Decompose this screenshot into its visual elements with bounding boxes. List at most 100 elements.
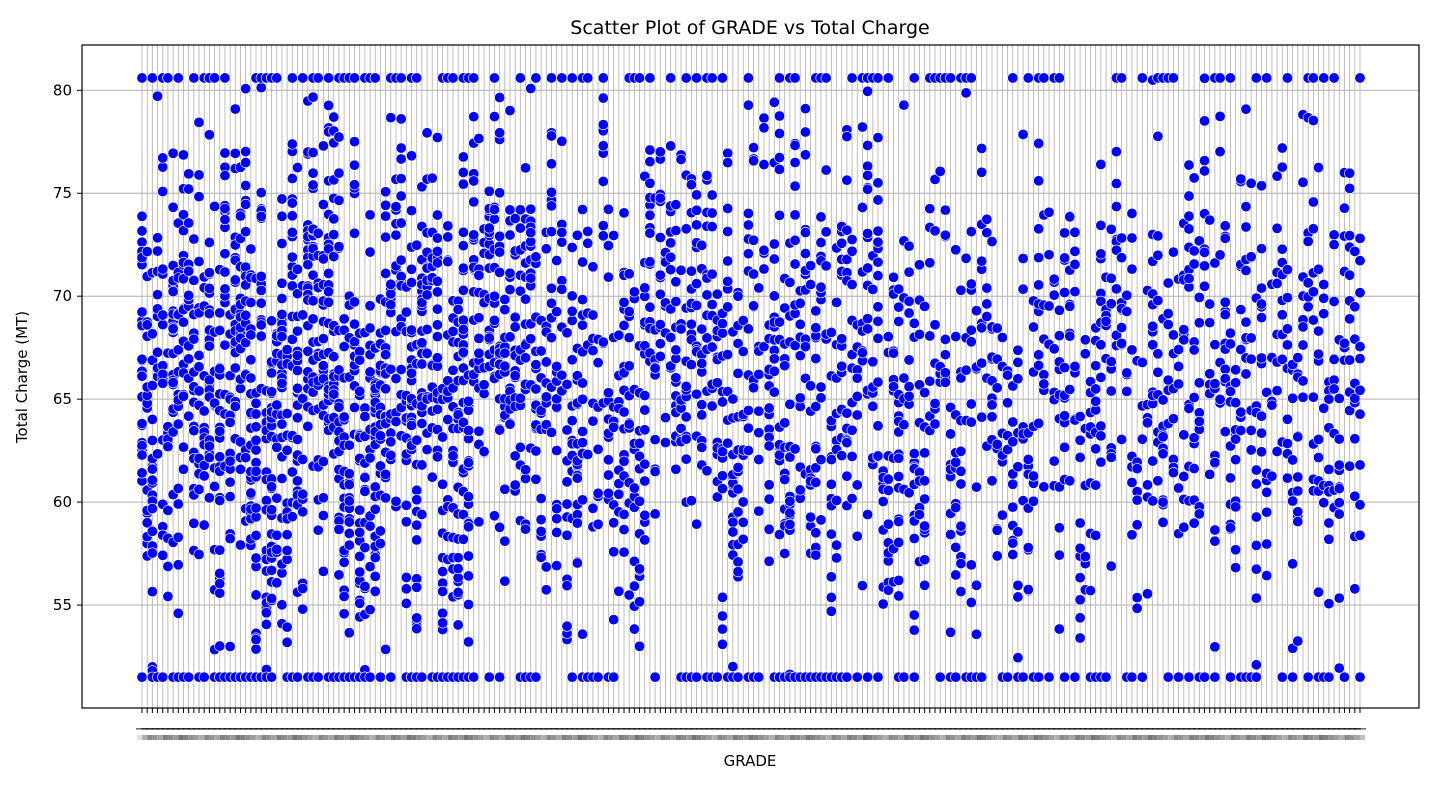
data-point <box>1116 72 1128 84</box>
data-point <box>266 671 278 683</box>
data-point <box>1323 463 1335 475</box>
data-point <box>1224 338 1236 350</box>
data-point <box>1250 539 1262 551</box>
data-point <box>597 119 609 131</box>
data-point <box>768 365 780 377</box>
data-point <box>359 411 371 423</box>
data-point <box>1064 330 1076 342</box>
data-point <box>639 534 651 546</box>
data-point <box>488 72 500 84</box>
data-point <box>250 444 262 456</box>
data-point <box>1276 671 1288 683</box>
data-point <box>1095 420 1107 432</box>
data-point <box>193 256 205 268</box>
data-point <box>411 623 423 635</box>
data-point <box>152 346 164 358</box>
data-point <box>685 318 697 330</box>
data-point <box>291 349 303 361</box>
data-point <box>618 508 630 520</box>
data-point <box>1167 72 1179 84</box>
data-point <box>742 422 754 434</box>
data-point <box>732 290 744 302</box>
data-point <box>214 578 226 590</box>
data-point <box>955 284 967 296</box>
data-point <box>437 607 449 619</box>
data-point <box>234 382 246 394</box>
data-point <box>530 359 542 371</box>
data-point <box>463 425 475 437</box>
data-point <box>867 283 879 295</box>
data-point <box>1328 353 1340 365</box>
data-point <box>224 416 236 428</box>
data-point <box>431 245 443 257</box>
data-point <box>872 270 884 282</box>
data-point <box>1302 277 1314 289</box>
data-point <box>1136 671 1148 683</box>
data-point <box>535 525 547 537</box>
data-point <box>1338 671 1350 683</box>
data-point <box>302 420 314 432</box>
data-point <box>234 463 246 475</box>
data-point <box>732 506 744 518</box>
data-point <box>483 332 495 344</box>
data-point <box>945 626 957 638</box>
data-point <box>1178 429 1190 441</box>
data-point <box>1074 572 1086 584</box>
data-point <box>157 671 169 683</box>
data-point <box>763 555 775 567</box>
data-point <box>919 475 931 487</box>
data-point <box>722 301 734 313</box>
data-point <box>976 357 988 369</box>
data-point <box>167 147 179 159</box>
data-point <box>380 468 392 480</box>
data-point <box>406 277 418 289</box>
data-point <box>680 453 692 465</box>
data-point <box>919 520 931 532</box>
data-point <box>608 229 620 241</box>
data-point <box>1069 671 1081 683</box>
data-point <box>494 91 506 103</box>
data-point <box>245 372 257 384</box>
data-point <box>349 336 361 348</box>
data-point <box>1059 671 1071 683</box>
data-point <box>680 411 692 423</box>
data-point <box>965 336 977 348</box>
data-point <box>1281 472 1293 484</box>
data-point <box>271 492 283 504</box>
data-point <box>520 162 532 174</box>
data-point <box>385 299 397 311</box>
data-point <box>654 269 666 281</box>
data-point <box>343 516 355 528</box>
data-point <box>380 210 392 222</box>
data-point <box>1027 470 1039 482</box>
data-point <box>240 157 252 169</box>
data-point <box>898 671 910 683</box>
data-point <box>955 520 967 532</box>
data-point <box>146 503 158 515</box>
data-point <box>1256 352 1268 364</box>
data-point <box>696 399 708 411</box>
data-point <box>1167 246 1179 258</box>
data-point <box>1002 671 1014 683</box>
data-point <box>1318 497 1330 509</box>
data-point <box>193 548 205 560</box>
data-point <box>561 529 573 541</box>
data-point <box>722 255 734 267</box>
data-point <box>1017 252 1029 264</box>
data-point <box>815 381 827 393</box>
data-point <box>685 359 697 371</box>
data-point <box>291 382 303 394</box>
data-point <box>851 409 863 421</box>
data-point <box>1240 103 1252 115</box>
data-point <box>1256 446 1268 458</box>
data-point <box>437 585 449 597</box>
data-point <box>343 468 355 480</box>
data-point <box>862 323 874 335</box>
data-point <box>716 623 728 635</box>
data-point <box>380 492 392 504</box>
data-point <box>789 443 801 455</box>
data-point <box>1302 671 1314 683</box>
data-point <box>468 196 480 208</box>
data-point <box>970 628 982 640</box>
data-point <box>639 389 651 401</box>
